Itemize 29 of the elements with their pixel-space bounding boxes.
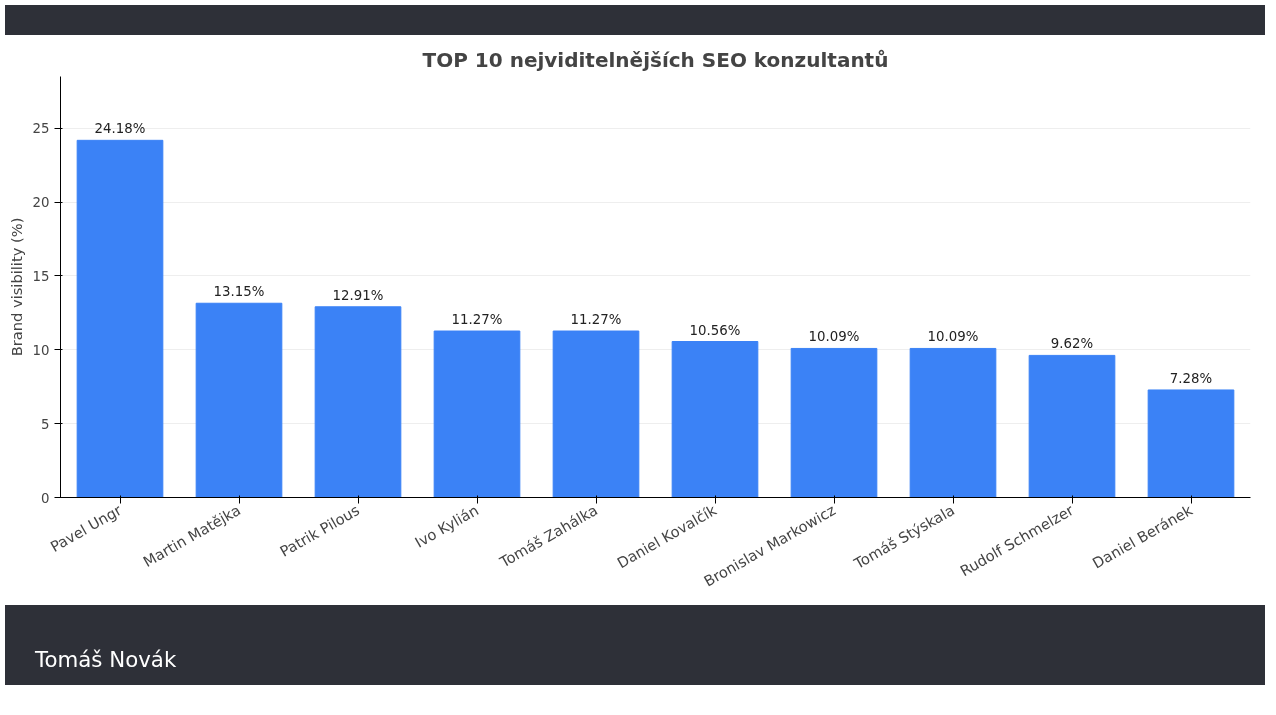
footer-band: Tomáš Novák bbox=[5, 605, 1265, 685]
bar bbox=[552, 330, 640, 498]
bar bbox=[195, 302, 283, 498]
data-label: 13.15% bbox=[213, 284, 265, 300]
data-label: 10.56% bbox=[689, 322, 741, 338]
data-label: 10.09% bbox=[927, 329, 979, 345]
y-tick-label: 0 bbox=[41, 490, 50, 506]
y-tick-label: 15 bbox=[32, 268, 50, 284]
y-tick-label: 25 bbox=[32, 121, 50, 137]
y-tick-label: 10 bbox=[32, 342, 50, 358]
data-label: 11.27% bbox=[451, 312, 503, 328]
y-tick-label: 5 bbox=[41, 416, 50, 432]
bar bbox=[433, 330, 521, 498]
data-label: 12.91% bbox=[332, 287, 384, 303]
bar bbox=[909, 347, 997, 498]
y-axis-title: Brand visibility (%) bbox=[7, 217, 25, 357]
bar bbox=[314, 306, 402, 498]
chart-title: TOP 10 nejviditelnějších SEO konzultantů bbox=[422, 47, 889, 72]
data-label: 24.18% bbox=[94, 121, 146, 137]
bar bbox=[76, 139, 164, 498]
y-tick-label: 20 bbox=[32, 195, 50, 211]
bar bbox=[1147, 389, 1235, 498]
data-label: 7.28% bbox=[1169, 370, 1213, 386]
data-label: 10.09% bbox=[808, 329, 860, 345]
bar bbox=[1028, 354, 1116, 498]
data-label: 11.27% bbox=[570, 312, 622, 328]
data-label: 9.62% bbox=[1050, 336, 1094, 352]
bar bbox=[790, 347, 878, 498]
bar bbox=[671, 341, 759, 498]
